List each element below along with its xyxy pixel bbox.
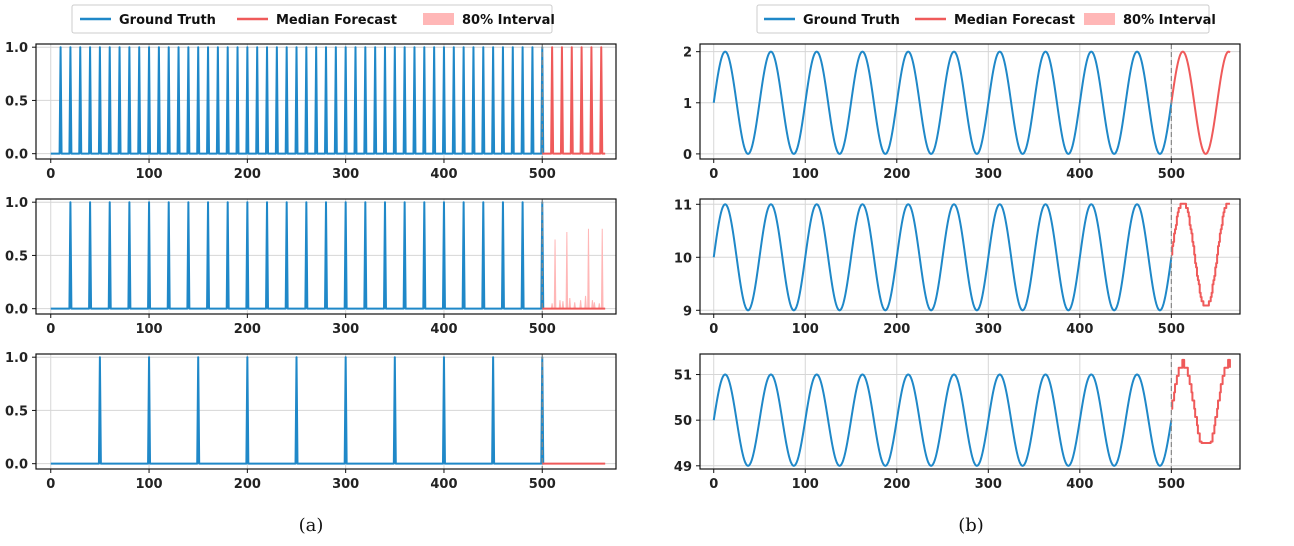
xtick-label-b3-1: 100 [792, 477, 819, 492]
interval-spike-a2-4 [566, 232, 568, 309]
ytick-label-b1-1: 1 [683, 97, 692, 112]
xtick-label-a3-4: 400 [430, 477, 457, 492]
xtick-label-a3-3: 300 [332, 477, 359, 492]
series-median-b3 [1171, 360, 1230, 443]
xtick-label-a3-2: 200 [234, 477, 261, 492]
xtick-label-a2-5: 500 [529, 322, 556, 337]
xtick-label-b1-2: 200 [883, 167, 910, 182]
ytick-label-b2-0: 9 [683, 304, 692, 319]
xtick-label-b3-4: 400 [1066, 477, 1093, 492]
xtick-label-a2-1: 100 [135, 322, 162, 337]
xtick-label-b1-4: 400 [1066, 167, 1093, 182]
ytick-label-a3-0: 0.0 [5, 458, 28, 473]
ytick-label-b1-0: 0 [683, 148, 692, 163]
xtick-label-b1-1: 100 [792, 167, 819, 182]
xtick-label-b3-2: 200 [883, 477, 910, 492]
interval-spike-a2-1 [554, 239, 556, 308]
xtick-label-b2-0: 0 [709, 322, 718, 337]
legend-b-interval-swatch [1084, 13, 1115, 25]
ytick-label-a3-1: 0.5 [5, 404, 28, 419]
ytick-label-a3-2: 1.0 [5, 351, 28, 366]
interval-spike-a2-9 [588, 229, 590, 309]
legend-a-gt-label: Ground Truth [119, 13, 216, 28]
xtick-label-a2-3: 300 [332, 322, 359, 337]
chart-b1: 0 100 200 300 400 500 0 1 2 [683, 44, 1240, 182]
ytick-label-a1-2: 1.0 [5, 41, 28, 56]
axes-frame-b1 [700, 44, 1240, 159]
legend-a: Ground Truth Median Forecast 80% Interva… [72, 5, 555, 33]
xtick-label-b3-5: 500 [1158, 477, 1185, 492]
series-ground-truth-b1 [714, 52, 1172, 154]
ytick-label-a2-2: 1.0 [5, 196, 28, 211]
xtick-label-a3-5: 500 [529, 477, 556, 492]
xtick-label-b2-3: 300 [975, 322, 1002, 337]
ytick-label-a1-0: 0.0 [5, 148, 28, 163]
xtick-label-a2-2: 200 [234, 322, 261, 337]
xtick-label-a1-2: 200 [234, 167, 261, 182]
interval-spike-a2-8 [585, 296, 587, 309]
xtick-label-b3-3: 300 [975, 477, 1002, 492]
legend-b-interval-label: 80% Interval [1123, 13, 1216, 28]
xtick-label-a3-1: 100 [135, 477, 162, 492]
series-ground-truth-b2 [714, 204, 1172, 310]
ytick-label-b3-0: 49 [674, 460, 692, 475]
xtick-label-a2-4: 400 [430, 322, 457, 337]
xtick-label-a1-1: 100 [135, 167, 162, 182]
xtick-label-b2-4: 400 [1066, 322, 1093, 337]
legend-b-gt-label: Ground Truth [803, 13, 900, 28]
plot-area-b3 [714, 360, 1230, 466]
legend-a-median-label: Median Forecast [276, 13, 397, 28]
xtick-label-b2-1: 100 [792, 322, 819, 337]
interval-spike-a2-7 [580, 300, 582, 309]
xtick-label-a3-0: 0 [46, 477, 55, 492]
interval-spike-a2-10 [592, 300, 594, 309]
interval-spike-a2-13 [601, 229, 603, 309]
interval-spike-a2-5 [569, 298, 571, 309]
interval-spike-a2-2 [559, 300, 561, 309]
xtick-label-a1-5: 500 [529, 167, 556, 182]
xtick-label-a1-4: 400 [430, 167, 457, 182]
ytick-label-b3-1: 50 [674, 414, 692, 429]
legend-b-median-label: Median Forecast [954, 13, 1075, 28]
xtick-label-b1-5: 500 [1158, 167, 1185, 182]
ytick-label-b3-2: 51 [674, 369, 692, 384]
series-ground-truth-b3 [714, 375, 1172, 466]
ytick-label-a2-1: 0.5 [5, 249, 28, 264]
chart-b3: 0 100 200 300 400 500 49 50 51 [674, 354, 1240, 492]
xtick-label-a1-0: 0 [46, 167, 55, 182]
ytick-label-a1-1: 0.5 [5, 94, 28, 109]
caption-b: (b) [958, 515, 984, 536]
series-median-b2 [1171, 204, 1230, 306]
axes-frame-a3 [36, 354, 616, 469]
axes-frame-b2 [700, 199, 1240, 314]
legend-a-interval-label: 80% Interval [462, 13, 555, 28]
legend-a-interval-swatch [423, 13, 454, 25]
xtick-label-b1-3: 300 [975, 167, 1002, 182]
caption-a: (a) [299, 515, 324, 536]
chart-a1: 0 100 200 300 400 500 0.0 0.5 1.0 [5, 41, 616, 182]
ytick-label-b1-2: 2 [683, 46, 692, 61]
xtick-label-b2-2: 200 [883, 322, 910, 337]
ytick-label-a2-0: 0.0 [5, 303, 28, 318]
chart-b2: 0 100 200 300 400 500 9 10 11 [674, 198, 1240, 337]
xtick-label-a2-0: 0 [46, 322, 55, 337]
xtick-label-b3-0: 0 [709, 477, 718, 492]
chart-a3: 0 100 200 300 400 500 0.0 0.5 1.0 [5, 351, 616, 492]
xtick-label-b2-5: 500 [1158, 322, 1185, 337]
ytick-label-b2-2: 11 [674, 198, 692, 213]
interval-spike-a2-3 [562, 301, 564, 308]
xtick-label-b1-0: 0 [709, 167, 718, 182]
chart-a2: 0 100 200 300 400 500 0.0 0.5 1.0 [5, 196, 616, 337]
ytick-label-b2-1: 10 [674, 251, 692, 266]
legend-b: Ground Truth Median Forecast 80% Interva… [757, 5, 1216, 33]
xtick-label-a1-3: 300 [332, 167, 359, 182]
